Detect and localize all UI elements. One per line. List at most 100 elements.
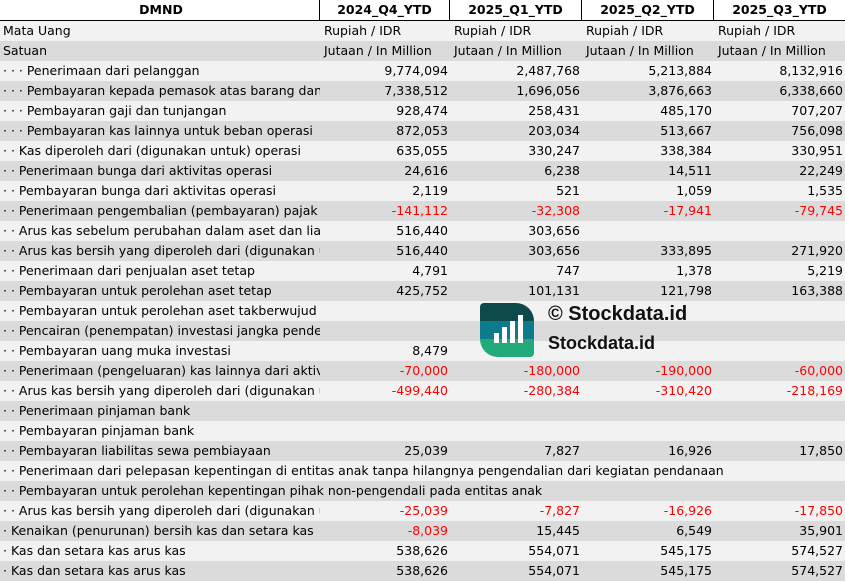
value-cell: 6,238 [544, 163, 580, 178]
table-row[interactable]: · · · Pembayaran kas lainnya untuk beban… [0, 121, 845, 141]
table-row[interactable]: · · Arus kas sebelum perubahan dalam ase… [0, 221, 845, 241]
table-row[interactable]: · · Pembayaran pinjaman bank [0, 421, 845, 441]
value-cell: 6,549 [676, 523, 712, 538]
row-label: · · Penerimaan (pengeluaran) kas lainnya… [3, 363, 320, 378]
value-cell: 747 [556, 263, 580, 278]
watermark-text: © Stockdata.id [548, 303, 688, 325]
value-cell [582, 221, 714, 241]
value-cell: 333,895 [660, 243, 712, 258]
value-cell: -310,420 [655, 383, 712, 398]
table-body: · · · Penerimaan dari pelanggan 9,774,094… [0, 61, 845, 581]
row-label: · · Pencairan (penempatan) investasi jan… [3, 323, 320, 338]
table-row[interactable]: · · Pembayaran untuk perolehan aset teta… [0, 281, 845, 301]
table-row[interactable]: · · Kas diperoleh dari (digunakan untuk)… [0, 141, 845, 161]
unit-row: Satuan Jutaan / In Million Jutaan / In M… [0, 41, 845, 61]
table-row[interactable]: · · Penerimaan dari pelepasan kepentinga… [0, 461, 845, 481]
value-cell: 8,132,916 [779, 63, 843, 78]
table-row[interactable]: · · Arus kas bersih yang diperoleh dari … [0, 501, 845, 521]
value-cell: 574,527 [791, 563, 843, 578]
table-row[interactable]: · · · Pembayaran kepada pemasok atas bar… [0, 81, 845, 101]
value-cell: 485,170 [660, 103, 712, 118]
value-cell: 2,487,768 [516, 63, 580, 78]
value-cell: 4,791 [412, 263, 448, 278]
column-header[interactable]: 2024_Q4_YTD [320, 0, 450, 20]
table-row[interactable]: · · Arus kas bersih yang diperoleh dari … [0, 381, 845, 401]
column-header[interactable]: 2025_Q3_YTD [732, 2, 827, 17]
value-cell: 521 [556, 183, 580, 198]
table-row[interactable]: · · Pencairan (penempatan) investasi jan… [0, 321, 845, 341]
table-row[interactable]: · · Penerimaan pengembalian (pembayaran)… [0, 201, 845, 221]
value-cell: 516,440 [396, 223, 448, 238]
row-label: · · Arus kas bersih yang diperoleh dari … [3, 243, 320, 258]
table-row[interactable]: · · Pembayaran untuk perolehan aset takb… [0, 301, 845, 321]
row-label: · · · Pembayaran kas lainnya untuk beban… [3, 123, 313, 138]
row-label: · · Arus kas bersih yang diperoleh dari … [3, 383, 320, 398]
stockdata-logo-icon [480, 303, 534, 357]
value-cell: 554,071 [528, 543, 580, 558]
value-cell: -190,000 [655, 363, 712, 378]
table-row[interactable]: · · Penerimaan pinjaman bank [0, 401, 845, 421]
table-row[interactable]: · · Arus kas bersih yang diperoleh dari … [0, 241, 845, 261]
value-cell: 1,059 [676, 183, 712, 198]
cell: Rupiah / IDR [454, 23, 532, 38]
value-cell [714, 421, 845, 441]
table-row[interactable]: · Kas dan setara kas arus kas 538,626 554,… [0, 561, 845, 581]
value-cell: 3,876,663 [648, 83, 712, 98]
row-label: · · Pembayaran liabilitas sewa pembiayaa… [3, 443, 271, 458]
row-label: · · · Pembayaran gaji dan tunjangan [3, 103, 227, 118]
table-row[interactable]: · · Pembayaran untuk perolehan kepenting… [0, 481, 845, 501]
value-cell: 303,656 [528, 243, 580, 258]
row-label: · · Penerimaan pinjaman bank [3, 403, 191, 418]
company-ticker-header: DMND [0, 0, 320, 20]
table-row[interactable]: · · Penerimaan dari penjualan aset tetap… [0, 261, 845, 281]
table-row[interactable]: · · Penerimaan bunga dari aktivitas oper… [0, 161, 845, 181]
table-row[interactable]: · · Pembayaran bunga dari aktivitas oper… [0, 181, 845, 201]
column-header[interactable]: 2025_Q1_YTD [450, 0, 582, 20]
value-cell: 15,445 [536, 523, 580, 538]
value-cell [714, 221, 845, 241]
table-row[interactable]: · · · Penerimaan dari pelanggan 9,774,094… [0, 61, 845, 81]
value-cell: 163,388 [791, 283, 843, 298]
value-cell: -16,926 [663, 503, 712, 518]
cell: Rupiah / IDR [718, 23, 796, 38]
table-row[interactable]: · · Pembayaran uang muka investasi 8,479 [0, 341, 845, 361]
row-label: · · Pembayaran bunga dari aktivitas oper… [3, 183, 276, 198]
table-row[interactable]: · · Penerimaan (pengeluaran) kas lainnya… [0, 361, 845, 381]
table-row[interactable]: · Kenaikan (penurunan) bersih kas dan se… [0, 521, 845, 541]
row-label: · · Kas diperoleh dari (digunakan untuk)… [3, 143, 301, 158]
column-header[interactable]: 2025_Q2_YTD [582, 0, 714, 20]
cell: Jutaan / In Million [718, 43, 826, 58]
value-cell: 9,774,094 [384, 63, 448, 78]
value-cell: -8,039 [407, 523, 448, 538]
value-cell: 5,213,884 [648, 63, 712, 78]
table-row[interactable]: · · · Pembayaran gaji dan tunjangan 928,4… [0, 101, 845, 121]
row-label: · · Penerimaan pengembalian (pembayaran)… [3, 203, 320, 218]
value-cell: 330,247 [528, 143, 580, 158]
table-row[interactable]: · · Pembayaran liabilitas sewa pembiayaa… [0, 441, 845, 461]
value-cell: 8,479 [412, 343, 448, 358]
row-label: · · Penerimaan dari penjualan aset tetap [3, 263, 255, 278]
value-cell: 17,850 [799, 443, 843, 458]
value-cell [320, 321, 450, 341]
value-cell: 22,249 [799, 163, 843, 178]
value-cell [714, 301, 845, 321]
value-cell: 271,920 [791, 243, 843, 258]
value-cell: -70,000 [399, 363, 448, 378]
value-cell: 1,535 [807, 183, 843, 198]
watermark-logo-text: Stockdata.id [548, 333, 656, 353]
value-cell: 1,696,056 [516, 83, 580, 98]
value-cell [714, 321, 845, 341]
table-row[interactable]: · Kas dan setara kas arus kas 538,626 554,… [0, 541, 845, 561]
value-cell: -60,000 [794, 363, 843, 378]
row-label: · · · Pembayaran kepada pemasok atas bar… [3, 83, 320, 98]
cell: Jutaan / In Million [324, 43, 432, 58]
value-cell [714, 401, 845, 421]
value-cell: 24,616 [404, 163, 448, 178]
value-cell: -25,039 [399, 503, 448, 518]
value-cell: 16,926 [668, 443, 712, 458]
value-cell: 101,131 [528, 283, 580, 298]
row-label: · Kenaikan (penurunan) bersih kas dan se… [3, 523, 314, 538]
value-cell: 121,798 [660, 283, 712, 298]
value-cell: 338,384 [660, 143, 712, 158]
value-cell: 538,626 [396, 543, 448, 558]
